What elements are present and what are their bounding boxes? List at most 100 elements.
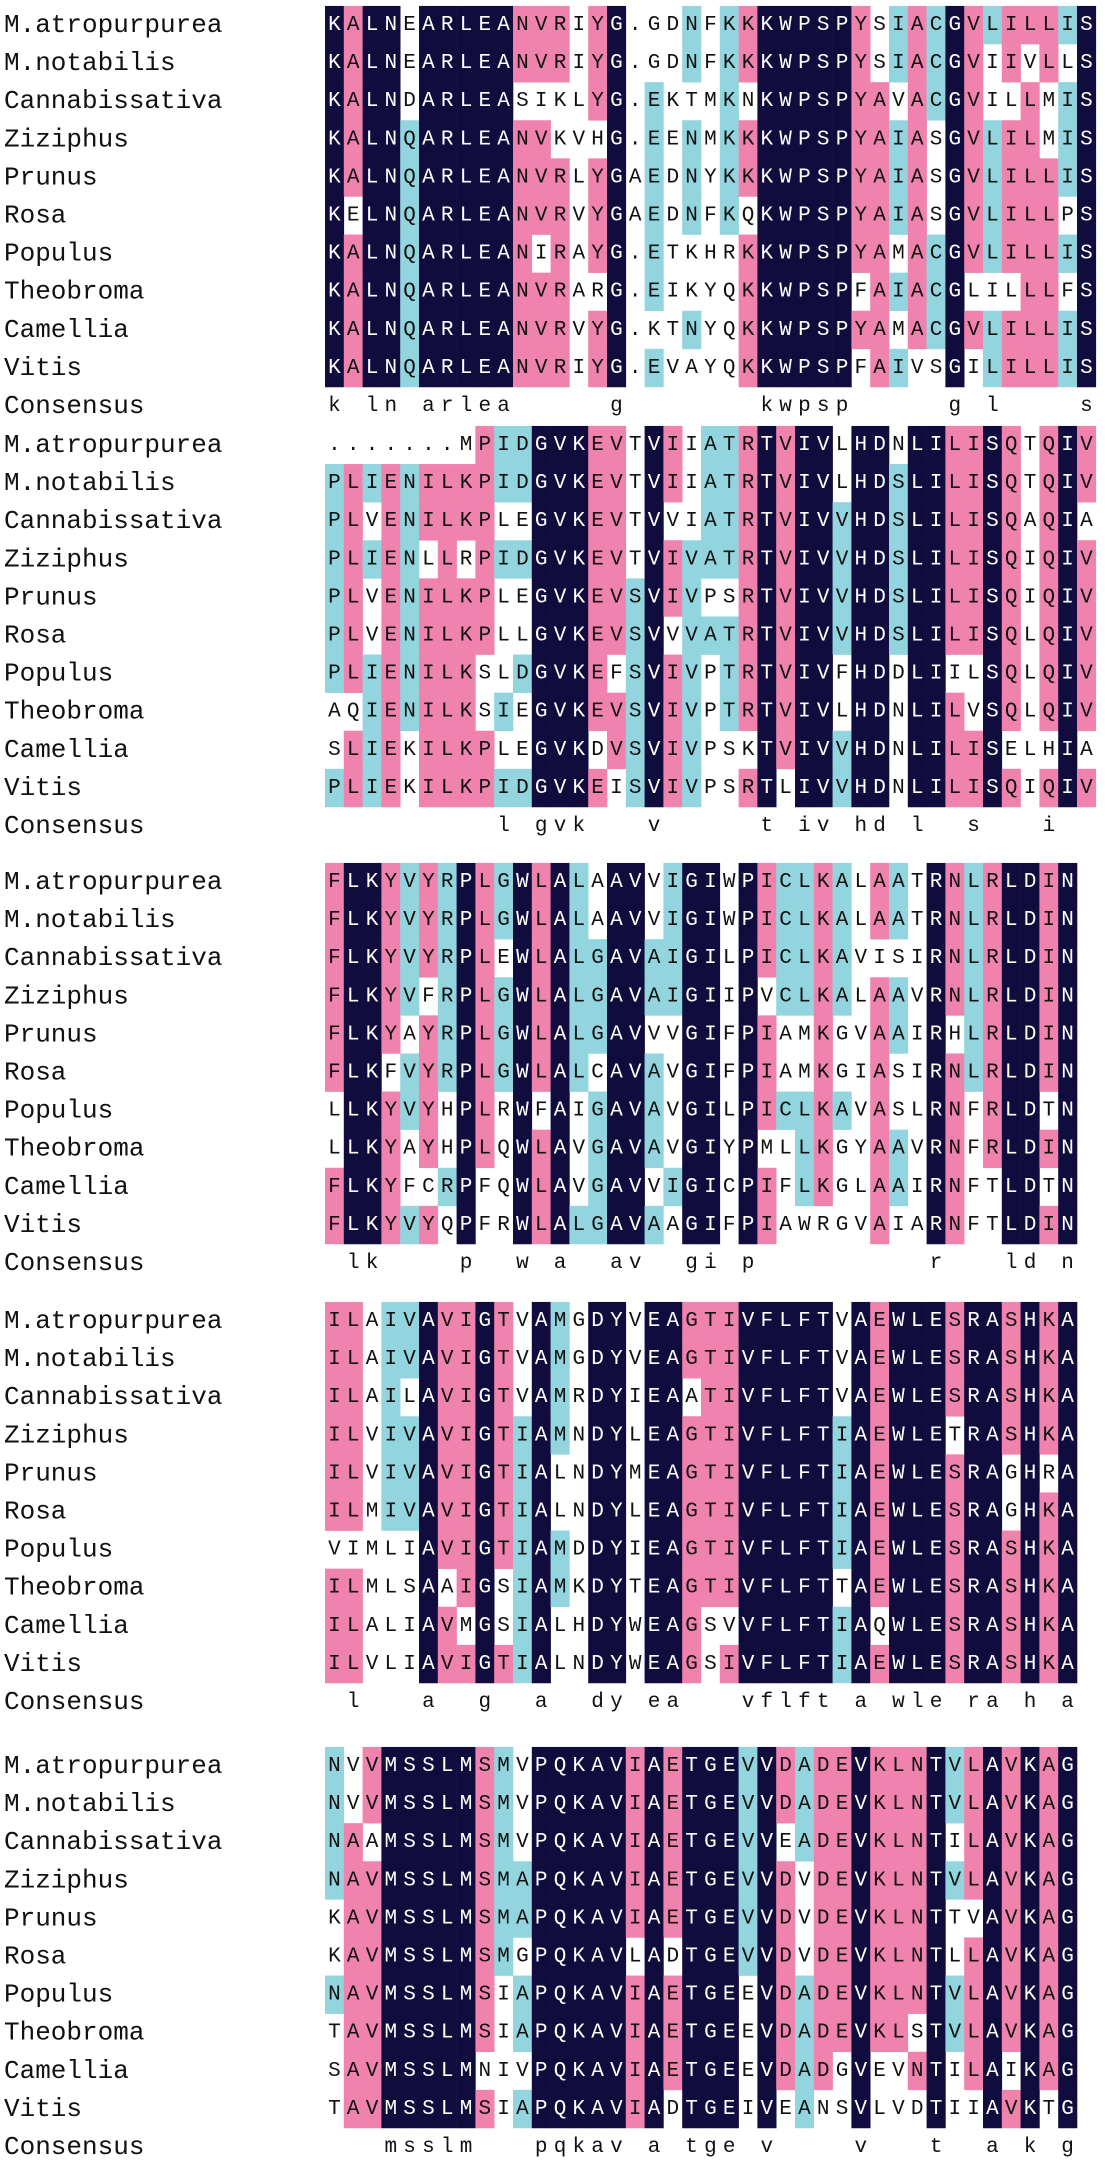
residue-cell: [362, 120, 382, 159]
residue-cell: [682, 5, 702, 45]
residue-cell: [719, 196, 739, 235]
residue-cell: [513, 120, 533, 159]
residue-cell: [1077, 120, 1097, 159]
residue-cell: [757, 5, 777, 45]
species-name: Ziziphus: [4, 544, 129, 574]
residue-cell: [945, 196, 965, 235]
residue-cell: [419, 44, 439, 83]
residue-cell: [851, 196, 871, 235]
residue-cell: [1077, 5, 1097, 45]
residue-cell: [795, 5, 815, 45]
residue-cell: [381, 196, 401, 235]
residue-cell: [362, 5, 382, 45]
residue-cell: [513, 44, 533, 83]
residue-cell: [437, 5, 457, 45]
residue-cell: [343, 234, 363, 273]
residue-cell: [776, 82, 796, 121]
species-name: Rosa: [4, 621, 66, 651]
residue-cell: [531, 120, 551, 159]
residue-cell: [889, 5, 909, 45]
species-name: Ziziphus: [4, 1420, 129, 1450]
residue-cell: [456, 120, 476, 159]
residue-cell: [456, 5, 476, 45]
residue-cell: [494, 5, 514, 45]
residue-cell: [832, 44, 852, 83]
residue-cell: [362, 234, 382, 273]
residue-cell: [945, 5, 965, 45]
residue-cell: [1039, 44, 1059, 83]
residue-cell: [907, 5, 927, 45]
residue-cell: [757, 196, 777, 235]
residue-cell: [588, 196, 608, 235]
residue-cell: [531, 196, 551, 235]
residue-cell: [907, 234, 927, 273]
residue-cell: [343, 272, 363, 312]
consensus-label: Consensus: [4, 1687, 144, 1717]
residue-cell: [738, 5, 758, 45]
residue-cell: [1001, 234, 1021, 273]
residue-cell: [437, 196, 457, 235]
species-name: Populus: [4, 239, 113, 269]
residue-cell: [719, 120, 739, 159]
species-name: M.notabilis: [4, 468, 176, 498]
residue-cell: [419, 272, 439, 312]
residue-cell: [550, 5, 570, 45]
residue-cell: [607, 158, 627, 197]
species-name: Theobroma: [4, 1134, 144, 1164]
residue-cell: [870, 158, 890, 197]
residue-cell: [513, 158, 533, 197]
residue-cell: [907, 82, 927, 121]
residue-cell: [494, 158, 514, 197]
residue-cell: [381, 120, 401, 159]
residue-cell: [362, 272, 382, 312]
residue-cell: [719, 82, 739, 121]
residue-cell: [832, 196, 852, 235]
residue-cell: [1058, 158, 1078, 197]
residue-cell: [437, 272, 457, 312]
residue-cell: [456, 158, 476, 197]
residue-cell: [1020, 196, 1040, 235]
residue-cell: [343, 82, 363, 121]
residue-cell: [795, 158, 815, 197]
residue-cell: [1001, 44, 1021, 83]
residue-cell: [513, 5, 533, 45]
residue-cell: [757, 44, 777, 83]
residue-cell: [419, 5, 439, 45]
species-name: Theobroma: [4, 277, 144, 307]
residue-cell: [550, 44, 570, 83]
residue-cell: [682, 44, 702, 83]
residue-cell: [889, 44, 909, 83]
residue-cell: [343, 158, 363, 197]
residue-cell: [926, 5, 946, 45]
residue-cell: [795, 44, 815, 83]
residue-cell: [945, 234, 965, 273]
species-name: Camellia: [4, 2056, 129, 2086]
residue-cell: [813, 82, 833, 121]
residue-cell: [362, 82, 382, 121]
residue-cell: [381, 5, 401, 45]
residue-cell: [776, 44, 796, 83]
residue-cell: [738, 158, 758, 197]
residue-cell: [644, 196, 664, 235]
species-name: Prunus: [4, 1903, 98, 1933]
residue-cell: [550, 234, 570, 273]
residue-cell: [343, 120, 363, 159]
residue-cell: [1020, 158, 1040, 197]
residue-cell: [550, 158, 570, 197]
residue-cell: [400, 120, 420, 159]
residue-cell: [738, 44, 758, 83]
residue-cell: [832, 82, 852, 121]
residue-cell: [813, 196, 833, 235]
residue-cell: [437, 44, 457, 83]
residue-cell: [362, 158, 382, 197]
residue-cell: [945, 44, 965, 83]
residue-cell: [945, 158, 965, 197]
species-name: Vitis: [4, 773, 82, 803]
residue-cell: [813, 158, 833, 197]
